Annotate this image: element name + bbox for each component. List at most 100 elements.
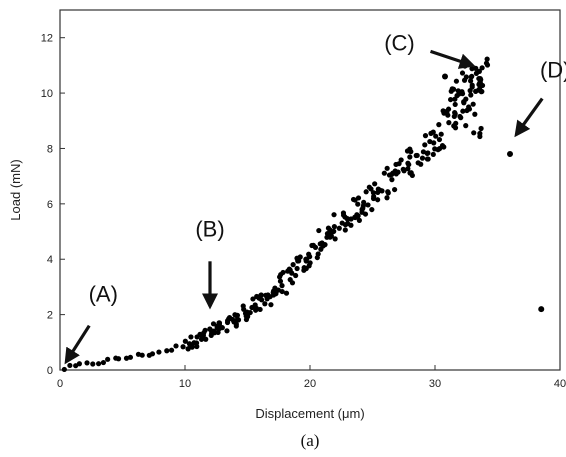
annotation-arrow	[64, 324, 91, 365]
outlier-point	[507, 151, 513, 157]
data-point	[418, 161, 424, 167]
annotation-label: (C)	[384, 30, 415, 55]
data-point	[139, 352, 145, 358]
data-point	[436, 136, 443, 143]
data-point	[379, 188, 385, 194]
data-point	[293, 272, 299, 279]
data-point	[286, 266, 292, 272]
data-point	[115, 356, 122, 362]
data-point	[350, 196, 357, 203]
x-tick-label: 10	[179, 378, 191, 390]
data-point	[67, 362, 73, 369]
data-point	[262, 301, 268, 307]
data-point	[127, 354, 134, 360]
data-point	[253, 305, 260, 311]
outlier-point	[538, 306, 545, 313]
data-point	[168, 347, 175, 353]
y-axis-ticks: 0 2 4 6 8 10 12	[41, 33, 65, 377]
data-point	[407, 146, 413, 152]
data-point	[182, 338, 188, 344]
data-point	[280, 269, 286, 276]
data-point	[340, 210, 347, 216]
data-point	[301, 265, 307, 271]
y-tick-label: 0	[47, 365, 53, 377]
data-point	[320, 243, 326, 249]
data-point	[356, 217, 362, 224]
data-point	[414, 152, 420, 159]
data-point	[355, 195, 362, 201]
data-points	[61, 56, 491, 373]
data-point	[468, 92, 474, 98]
data-point	[371, 193, 377, 200]
data-point	[331, 224, 337, 230]
data-point	[249, 304, 255, 311]
data-point	[422, 133, 429, 139]
data-point	[263, 292, 269, 298]
data-point	[355, 213, 361, 219]
data-point	[375, 197, 381, 203]
data-point	[445, 106, 452, 112]
data-point	[422, 142, 428, 148]
data-point	[468, 78, 474, 84]
annotation-labels: (A) (B) (C) (D)	[89, 30, 566, 306]
data-point	[419, 155, 426, 161]
data-point	[463, 74, 469, 80]
x-tick-label: 40	[554, 378, 566, 390]
data-point	[400, 166, 406, 172]
data-point	[452, 96, 458, 102]
data-point	[425, 150, 431, 156]
x-axis-title: Displacement (μm)	[255, 406, 364, 421]
data-point	[224, 319, 231, 326]
data-point	[441, 110, 447, 116]
data-point	[452, 125, 459, 131]
data-point	[365, 202, 371, 208]
data-point	[405, 166, 411, 172]
data-point	[469, 73, 475, 79]
data-point	[279, 288, 285, 295]
data-point	[459, 70, 466, 76]
data-point	[216, 325, 223, 332]
data-point	[363, 189, 369, 195]
annotation-arrow	[514, 97, 544, 138]
data-point	[362, 211, 369, 217]
data-point	[312, 244, 319, 250]
data-point	[290, 262, 296, 268]
data-point	[477, 79, 483, 85]
data-point	[259, 297, 265, 303]
data-point	[348, 222, 354, 228]
data-point	[273, 291, 279, 297]
data-point	[210, 321, 217, 327]
data-point	[466, 104, 472, 110]
data-point	[342, 222, 349, 228]
data-point	[460, 108, 466, 114]
data-point	[445, 112, 451, 118]
data-point	[478, 125, 484, 132]
y-tick-label: 2	[47, 310, 53, 322]
data-point	[355, 201, 361, 207]
data-point	[452, 109, 458, 116]
data-point	[164, 348, 170, 354]
y-axis-title: Load (mN)	[8, 159, 23, 220]
data-point	[331, 212, 337, 218]
data-point	[100, 359, 107, 366]
data-point	[277, 278, 284, 284]
data-point	[384, 165, 390, 171]
data-point	[201, 330, 207, 336]
data-point	[289, 270, 295, 276]
data-point	[327, 234, 333, 240]
data-point	[289, 280, 296, 286]
data-point	[452, 101, 458, 108]
data-point	[156, 349, 162, 355]
data-point	[250, 296, 256, 302]
data-point	[439, 142, 446, 149]
data-point	[76, 361, 82, 367]
data-point	[304, 256, 310, 262]
data-point	[336, 225, 342, 231]
data-point	[483, 60, 490, 66]
data-point	[469, 82, 475, 88]
data-point	[477, 130, 483, 137]
data-point	[398, 157, 404, 163]
x-tick-label: 20	[304, 378, 316, 390]
data-point	[279, 283, 285, 289]
